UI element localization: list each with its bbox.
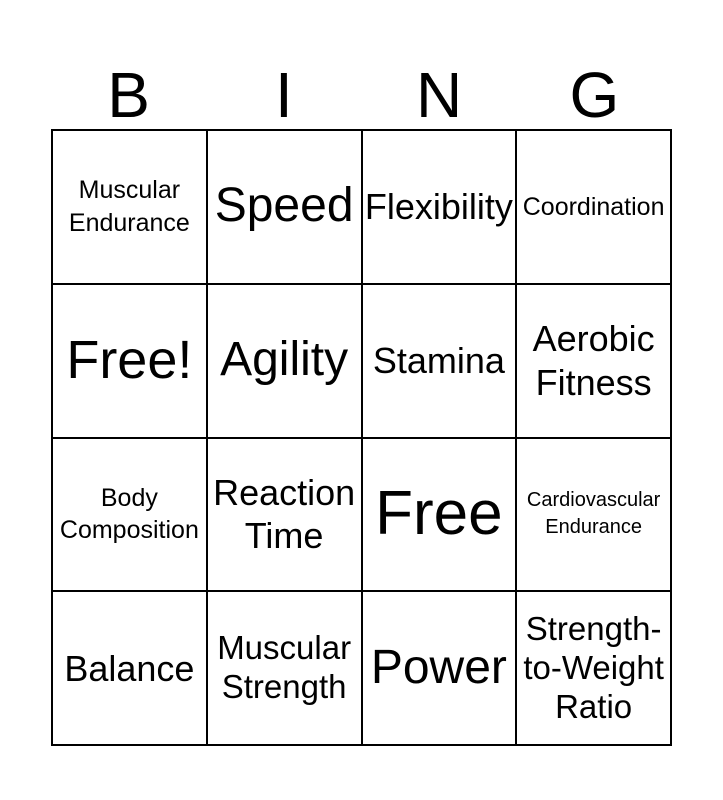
bingo-cell[interactable]: Stamina <box>362 284 516 437</box>
bingo-cell[interactable]: Power <box>362 592 516 744</box>
bingo-free-cell[interactable]: Free <box>362 438 516 591</box>
bingo-free-cell[interactable]: Free! <box>53 284 206 437</box>
header-letter-n: N <box>416 59 463 131</box>
bingo-cell[interactable]: Coordination <box>517 131 670 283</box>
bingo-cell[interactable]: Reaction Time <box>207 438 361 591</box>
bingo-cell[interactable]: Body Composition <box>53 438 206 591</box>
bingo-cell[interactable]: Muscular Endurance <box>53 131 206 283</box>
header-letter-i: I <box>274 59 293 131</box>
bingo-cell[interactable]: Speed <box>207 131 361 283</box>
bingo-cell[interactable]: Strength-to-Weight Ratio <box>517 592 670 744</box>
bingo-cell[interactable]: Balance <box>53 592 206 744</box>
header-letter-g: G <box>569 59 620 131</box>
bingo-cell[interactable]: Cardiovascular Endurance <box>517 438 670 591</box>
header-letter-b: B <box>107 59 150 131</box>
bingo-cell[interactable]: Agility <box>207 284 361 437</box>
bingo-cell[interactable]: Muscular Strength <box>207 592 361 744</box>
bingo-grid: Muscular Endurance Speed Flexibility Coordi… <box>51 129 672 746</box>
bingo-cell[interactable]: Aerobic Fitness <box>517 284 670 437</box>
bingo-cell[interactable]: Flexibility <box>362 131 516 283</box>
